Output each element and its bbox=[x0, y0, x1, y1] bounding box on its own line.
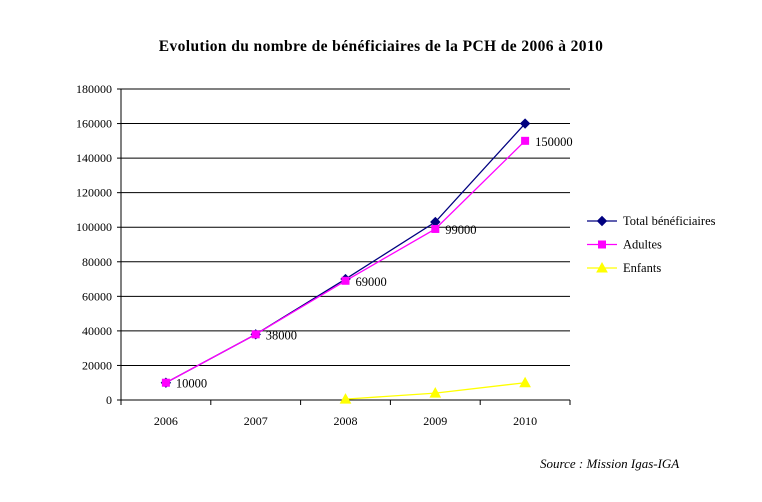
data-label: 38000 bbox=[266, 328, 297, 342]
y-tick-label: 120000 bbox=[76, 186, 112, 200]
x-tick-label: 2008 bbox=[334, 414, 358, 428]
data-point bbox=[519, 118, 531, 129]
y-tick-label: 180000 bbox=[76, 82, 112, 96]
data-label: 10000 bbox=[176, 377, 207, 391]
y-tick-label: 80000 bbox=[82, 255, 112, 269]
x-tick-label: 2007 bbox=[244, 414, 268, 428]
data-point bbox=[339, 393, 352, 404]
data-point bbox=[161, 378, 170, 387]
legend: Total bénéficiaires Adultes Enfants bbox=[587, 214, 716, 275]
y-tick-label: 140000 bbox=[76, 151, 112, 165]
y-tick-label: 40000 bbox=[82, 324, 112, 338]
data-point bbox=[519, 376, 531, 388]
gridlines bbox=[121, 88, 570, 366]
chart-title: Evolution du nombre de bénéficiaires de … bbox=[158, 38, 604, 55]
x-tick-label: 2006 bbox=[154, 414, 178, 428]
data-label: 150000 bbox=[535, 135, 573, 149]
y-tick-label: 20000 bbox=[82, 358, 112, 372]
data-label: 99000 bbox=[445, 223, 476, 237]
legend-label: Enfants bbox=[623, 261, 661, 275]
data-point bbox=[251, 330, 260, 339]
series-line-0 bbox=[165, 123, 526, 384]
data-point bbox=[341, 276, 350, 285]
data-label: 69000 bbox=[356, 275, 387, 289]
legend-marker bbox=[598, 240, 606, 249]
x-tick-label: 2010 bbox=[513, 414, 537, 428]
y-tick-label: 100000 bbox=[76, 220, 112, 234]
source-note: Source : Mission Igas-IGA bbox=[540, 456, 680, 471]
legend-marker bbox=[596, 215, 608, 227]
x-tick-label: 2009 bbox=[423, 414, 447, 428]
series-markers bbox=[160, 118, 531, 404]
axes: 0 20000 40000 60000 80000 100000 120000 140000 1… bbox=[76, 82, 571, 428]
legend-label: Adultes bbox=[623, 238, 662, 252]
legend-marker bbox=[596, 261, 608, 273]
data-point bbox=[429, 387, 442, 398]
y-tick-label: 60000 bbox=[82, 289, 112, 303]
data-point bbox=[431, 224, 440, 233]
y-tick-label: 0 bbox=[106, 393, 112, 407]
y-tick-label: 160000 bbox=[76, 117, 112, 131]
data-point bbox=[521, 136, 530, 145]
legend-label: Total bénéficiaires bbox=[623, 214, 716, 228]
data-labels: 10000 38000 69000 99000 150000 bbox=[176, 135, 573, 391]
